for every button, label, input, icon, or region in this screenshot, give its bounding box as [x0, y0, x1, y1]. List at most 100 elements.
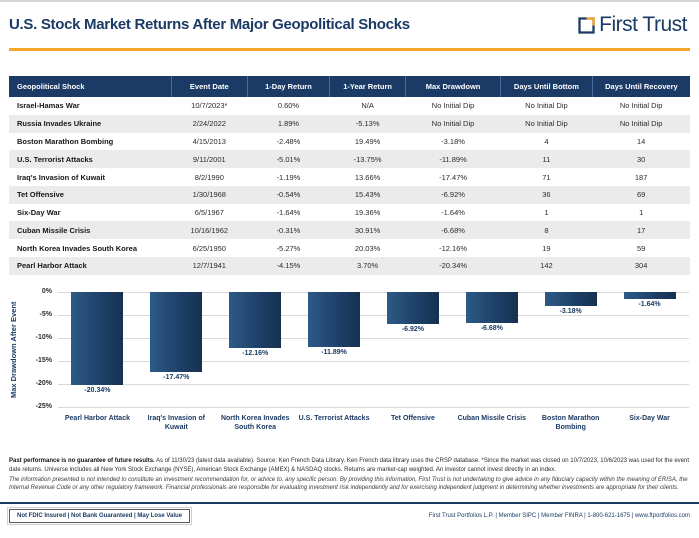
geopolitical-shocks-table: Geopolitical Shock Event Date 1-Day Return… — [9, 76, 690, 275]
table-cell: 4/15/2013 — [192, 136, 226, 146]
chart-bar-column: -11.89% — [295, 291, 374, 408]
chart-bar-column: -3.18% — [531, 291, 610, 408]
chart-bar-column: -6.68% — [452, 291, 531, 408]
table-cell: -2.48% — [276, 136, 301, 146]
table-row: North Korea Invades South Korea 6/25/1950… — [9, 239, 690, 257]
table-cell: 59 — [636, 243, 646, 253]
table-row: Six-Day War 6/5/1967 -1.64% 19.36% -1.64% 1 1 — [9, 204, 690, 222]
table-cell: Israel-Hamas War — [17, 101, 80, 111]
chart-bar-column: -6.92% — [374, 291, 453, 408]
page-title: U.S. Stock Market Returns After Major Ge… — [9, 16, 410, 33]
chart-x-category-label: Boston Marathon Bombing — [541, 414, 600, 431]
table-cell: 30 — [636, 154, 646, 164]
table-cell: 1 — [544, 208, 549, 218]
table-row: Cuban Missile Crisis 10/16/1962 -0.31% 30.9… — [9, 221, 690, 240]
first-trust-logo: First Trust — [576, 13, 687, 37]
table-cell: 17 — [636, 225, 646, 235]
table-column-header: Days Until Bottom — [500, 76, 593, 97]
table-row: U.S. Terrorist Attacks 9/11/2001 -5.01% -13… — [9, 150, 690, 169]
table-cell: -3.18% — [441, 136, 465, 146]
chart-bar — [229, 291, 282, 348]
chart-x-axis-labels: Pearl Harbor Attack Iraq's Invasion of Ku… — [58, 415, 689, 433]
table-column-header: Max Drawdown — [405, 76, 501, 97]
table-column-header: Event Date — [170, 76, 248, 97]
table-row: Tet Offensive 1/30/1968 -0.54% 15.43% -6.92%… — [9, 185, 690, 204]
chart-gridline — [58, 406, 689, 408]
chart-y-tick-label: -15% — [35, 356, 52, 364]
navy-divider — [0, 502, 699, 505]
table-cell: 30.91% — [354, 225, 381, 235]
footer-bar: Not FDIC Insured | Not Bank Guaranteed |… — [0, 504, 699, 526]
table-cell: 1.89% — [277, 119, 300, 129]
chart-bar — [150, 291, 203, 373]
table-head: Geopolitical Shock Event Date 1-Day Return… — [9, 76, 690, 97]
footnote-paragraph-1: Past performance is no guarantee of futu… — [9, 457, 690, 474]
table-cell: 6/5/1967 — [194, 208, 224, 218]
chart-bar-column: -1.64% — [610, 291, 689, 408]
chart-bar-column: -12.16% — [216, 291, 295, 408]
chart-plot: -20.34% -17.47% -12.16% -11.89% -6.92% -6.68%… — [58, 291, 689, 408]
chart-bar — [623, 291, 676, 300]
table-cell: -6.92% — [441, 190, 465, 200]
table-cell: No Initial Dip — [619, 101, 663, 111]
chart-bar-value-label: -12.16% — [242, 349, 269, 357]
table-cell: Pearl Harbor Attack — [17, 261, 87, 271]
table-cell: No Initial Dip — [525, 119, 568, 129]
first-trust-logo-text: First Trust — [599, 13, 687, 36]
table-cell: 8/2/1990 — [194, 172, 224, 182]
table-cell: 15.43% — [354, 190, 381, 200]
table-cell: 14 — [636, 136, 646, 146]
table-cell: -4.15% — [276, 261, 301, 271]
table-cell: -5.27% — [276, 243, 301, 253]
footer-contact: First Trust Portfolios L.P. | Member SIP… — [428, 513, 690, 520]
chart-gridline — [58, 314, 689, 316]
chart-x-category-label: U.S. Terrorist Attacks — [298, 414, 370, 422]
table-cell: 10/16/1962 — [190, 225, 229, 235]
table-cell: 1/30/1968 — [192, 190, 226, 200]
table-cell: U.S. Terrorist Attacks — [17, 154, 93, 164]
table-cell: 10/7/2023* — [191, 101, 228, 111]
table-header-row: Geopolitical Shock Event Date 1-Day Return… — [9, 76, 690, 97]
table-cell: 19.49% — [354, 136, 381, 146]
table-cell: -1.64% — [276, 208, 301, 218]
chart-bar-column: -17.47% — [137, 291, 216, 408]
table-cell: North Korea Invades South Korea — [17, 243, 138, 253]
table-column-header: Days Until Recovery — [591, 76, 690, 97]
table-cell: Russia Invades Ukraine — [17, 119, 102, 129]
table-cell: 1 — [639, 208, 644, 218]
chart-bar — [71, 291, 124, 386]
chart-bar-column: -20.34% — [58, 291, 137, 408]
footnote-body: As of 11/30/23 (latest data available). … — [9, 458, 690, 473]
max-drawdown-chart: Max Drawdown After Event 0% -5% -10% -15% -2… — [0, 275, 699, 433]
table-cell: 3.70% — [356, 261, 379, 271]
table-row: Israel-Hamas War 10/7/2023* 0.60% N/A No Ini… — [9, 97, 690, 115]
chart-main: -20.34% -17.47% -12.16% -11.89% -6.92% -6.68%… — [58, 291, 689, 433]
chart-bar — [308, 291, 361, 347]
table-cell: 142 — [540, 261, 553, 271]
table-cell: Tet Offensive — [17, 190, 64, 200]
table-cell: 19.36% — [354, 208, 381, 218]
chart-gridline — [58, 291, 689, 293]
table-cell: 4 — [544, 136, 549, 146]
table-cell: 6/25/1950 — [192, 243, 226, 253]
chart-y-axis-ticks: 0% -5% -10% -15% -20% -25% — [24, 288, 58, 410]
table-cell: Boston Marathon Bombing — [17, 136, 114, 146]
table-cell: -12.16% — [439, 243, 468, 253]
chart-bar — [386, 291, 439, 324]
table-cell: 36 — [542, 190, 551, 200]
chart-bar — [465, 291, 518, 323]
table-cell: N/A — [361, 101, 374, 111]
table-body: Israel-Hamas War 10/7/2023* 0.60% N/A No Ini… — [9, 97, 690, 275]
chart-y-tick-label: -25% — [35, 402, 52, 410]
table-cell: -13.75% — [353, 154, 382, 164]
first-trust-square-icon — [578, 16, 595, 34]
table-cell: 11 — [542, 154, 551, 164]
orange-divider — [9, 48, 690, 51]
chart-x-category-label: North Korea Invades South Korea — [220, 414, 290, 431]
table-row: Pearl Harbor Attack 12/7/1941 -4.15% 3.70% -… — [9, 257, 690, 275]
table-cell: -11.89% — [439, 154, 467, 164]
footnote-paragraph-2: The information presented is not intende… — [9, 476, 688, 492]
chart-x-category-label: Iraq's Invasion of Kuwait — [147, 414, 205, 431]
footnote-lead: Past performance is no guarantee of futu… — [9, 458, 155, 465]
